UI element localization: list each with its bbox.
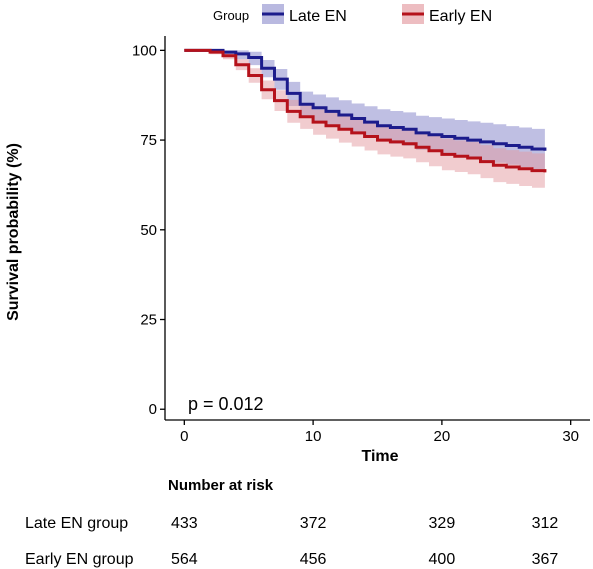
y-axis-title: Survival probability (%): [5, 143, 22, 321]
y-tick-label: 75: [140, 132, 157, 149]
x-tick-label: 0: [180, 428, 188, 445]
x-tick-label: 30: [562, 428, 579, 445]
risk-row-label-early-en: Early EN group: [25, 551, 134, 568]
risk-cell: 456: [300, 551, 327, 568]
survival-curves: [184, 48, 547, 173]
risk-cell: 564: [171, 551, 198, 568]
legend-label-early-en: Early EN: [429, 8, 492, 25]
risk-table-title: Number at risk: [168, 477, 274, 494]
y-tick-label: 0: [149, 401, 157, 418]
x-axis-title: Time: [361, 448, 398, 465]
risk-cell: 312: [532, 515, 559, 532]
risk-cell: 433: [171, 515, 198, 532]
risk-cell: 372: [300, 515, 327, 532]
x-axis-ticks: 0 10 20 30: [180, 420, 579, 445]
p-value-annotation: p = 0.012: [188, 394, 264, 414]
risk-cell: 400: [429, 551, 456, 568]
y-tick-label: 50: [140, 222, 157, 239]
x-tick-label: 10: [305, 428, 322, 445]
survival-curve-late-en: [184, 48, 547, 151]
risk-table-cells: 433 372 329 312 564 456 400 367: [171, 515, 558, 568]
y-axis-ticks: 0 25 50 75 100: [132, 42, 165, 418]
survival-curve-early-en: [184, 48, 547, 173]
x-tick-label: 20: [434, 428, 451, 445]
y-tick-label: 25: [140, 312, 157, 329]
legend: Group Late EN Early EN: [213, 4, 492, 25]
legend-title: Group: [213, 8, 249, 23]
risk-cell: 329: [429, 515, 456, 532]
risk-row-label-late-en: Late EN group: [25, 515, 128, 532]
legend-label-late-en: Late EN: [289, 8, 347, 25]
y-tick-label: 100: [132, 42, 157, 59]
risk-table: Number at risk Late EN group Early EN gr…: [25, 477, 558, 568]
risk-cell: 367: [532, 551, 559, 568]
